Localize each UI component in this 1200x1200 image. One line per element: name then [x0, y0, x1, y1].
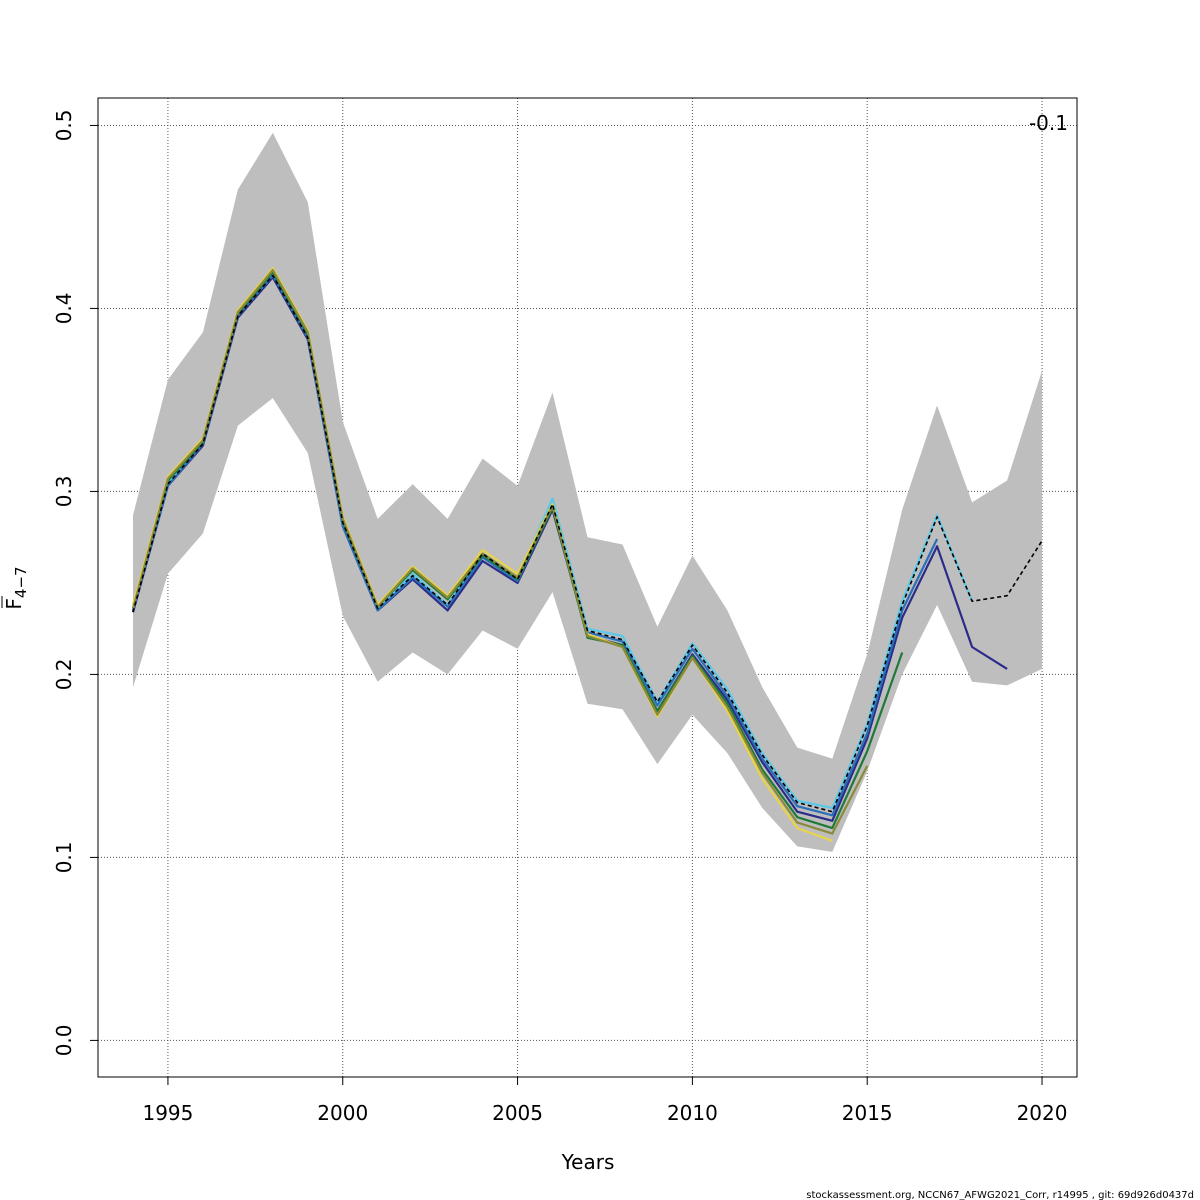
series-group: [131, 267, 1043, 842]
y-axis-title-sub: 4−7: [12, 566, 30, 598]
series-line: [131, 268, 869, 835]
series-line: [131, 270, 904, 830]
series-line: [132, 274, 1043, 813]
y-tick-label: 0.1: [52, 841, 76, 873]
x-axis-title: Years: [561, 1150, 615, 1174]
x-axis: 1995 2000 2005 2010 2015 2020: [142, 1077, 1067, 1125]
y-axis-title: F4−7: [1, 566, 30, 610]
svg-text:F4−7: F4−7: [2, 566, 30, 609]
corner-label: -0.1: [1029, 111, 1068, 135]
y-tick-label: 0.2: [52, 658, 76, 690]
x-tick-label: 2020: [1017, 1101, 1068, 1125]
y-tick-label: 0.5: [52, 109, 76, 141]
y-axis-title-main: F: [2, 598, 26, 610]
x-tick-label: 2005: [492, 1101, 543, 1125]
x-tick-label: 2010: [667, 1101, 718, 1125]
footer-credit: stockassessment.org, NCCN67_AFWG2021_Cor…: [806, 1190, 1194, 1200]
y-axis: 0.0 0.1 0.2 0.3 0.4 0.5: [52, 109, 98, 1056]
plot-frame: [97, 97, 1078, 1078]
y-tick-label: 0.4: [52, 292, 76, 324]
x-tick-label: 1995: [142, 1101, 193, 1125]
x-tick-label: 2015: [842, 1101, 893, 1125]
series-line: [131, 267, 833, 842]
y-tick-label: 0.0: [52, 1024, 76, 1056]
x-tick-label: 2000: [317, 1101, 368, 1125]
confidence-band: [133, 132, 1042, 852]
y-tick-label: 0.3: [52, 475, 76, 507]
